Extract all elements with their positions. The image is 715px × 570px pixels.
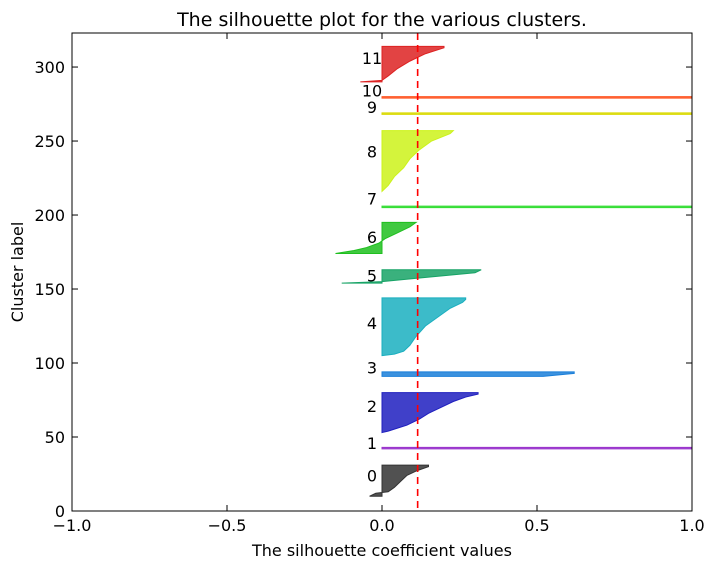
cluster-label: 6: [367, 228, 377, 247]
y-tick-label: 200: [34, 206, 65, 225]
x-tick-label: 0.0: [369, 516, 394, 535]
cluster-label: 9: [367, 98, 377, 117]
cluster-label: 2: [367, 397, 377, 416]
x-axis-label: The silhouette coefficient values: [251, 541, 512, 560]
x-tick-label: −0.5: [208, 516, 247, 535]
cluster-1-silhouette: [381, 446, 693, 450]
y-tick-label: 0: [55, 502, 65, 521]
cluster-label: 3: [367, 358, 377, 377]
cluster-0-silhouette: [369, 464, 429, 497]
cluster-label: 0: [367, 466, 377, 485]
cluster-8-silhouette: [381, 130, 455, 193]
cluster-11-silhouette: [360, 45, 445, 83]
cluster-6-silhouette: [335, 221, 418, 255]
cluster-label: 4: [367, 314, 377, 333]
chart-title: The silhouette plot for the various clus…: [176, 9, 587, 31]
cluster-label: 10: [362, 82, 382, 101]
x-tick-label: 0.5: [524, 516, 549, 535]
cluster-7-silhouette: [381, 205, 693, 209]
x-tick-label: −1.0: [53, 516, 92, 535]
cluster-4-silhouette: [381, 297, 467, 357]
y-tick-label: 50: [45, 428, 65, 447]
y-tick-label: 100: [34, 354, 65, 373]
cluster-label: 11: [362, 49, 382, 68]
cluster-label: 7: [367, 190, 377, 209]
y-tick-label: 250: [34, 132, 65, 151]
cluster-2-silhouette: [381, 392, 479, 434]
cluster-silhouettes: [335, 45, 693, 497]
cluster-5-silhouette: [341, 269, 482, 284]
cluster-label: 5: [367, 267, 377, 286]
cluster-label: 1: [367, 434, 377, 453]
cluster-labels: 0 1 2 3 4 5 6 7 8 910 11: [362, 49, 382, 485]
cluster-9-silhouette: [381, 112, 693, 115]
x-tick-label: 1.0: [679, 516, 704, 535]
cluster-10-silhouette: [381, 96, 693, 99]
y-axis-label: Cluster label: [8, 222, 27, 323]
y-tick-label: 300: [34, 58, 65, 77]
y-tick-label: 150: [34, 280, 65, 299]
cluster-3-silhouette: [381, 371, 575, 377]
x-axis-ticks: −1.0 −0.5 0.0 0.5 1.0: [53, 33, 705, 535]
cluster-label: 8: [367, 142, 377, 161]
